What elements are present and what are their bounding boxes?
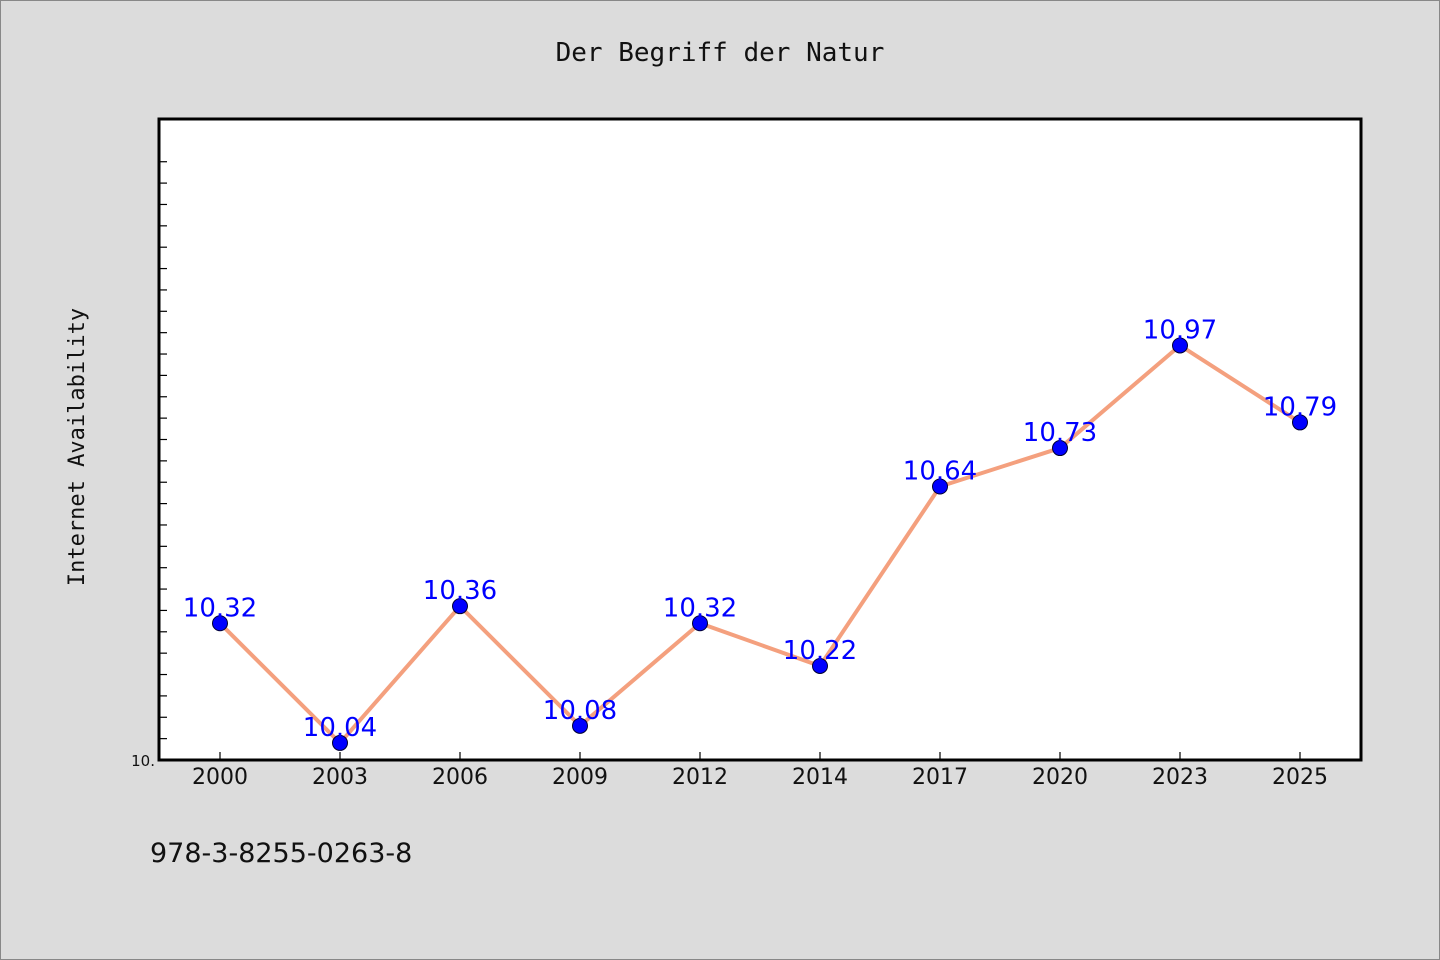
data-point (572, 717, 588, 734)
data-point (1052, 440, 1068, 457)
data-point (932, 478, 948, 495)
x-tick-label: 2000 (192, 765, 248, 790)
data-point (212, 615, 228, 632)
y-axis-tick-labels: 10. (131, 752, 155, 770)
x-tick-label: 2012 (672, 765, 728, 790)
x-tick-label: 2006 (432, 765, 488, 790)
x-tick-label: 2003 (312, 765, 368, 790)
data-point (812, 657, 828, 674)
data-point (1172, 337, 1188, 354)
data-label: 10.04 (303, 713, 377, 743)
data-point (332, 734, 348, 751)
x-tick-label: 2014 (792, 765, 848, 790)
data-label: 10.79 (1263, 392, 1337, 422)
data-label: 10.73 (1023, 418, 1097, 448)
y-axis-ticks (159, 161, 167, 761)
series-data-labels: 10.32 10.04 10.36 10.08 10.32 10.22 10.64 10.73… (183, 315, 1337, 742)
data-label: 10.22 (783, 636, 857, 666)
x-tick-label: 2017 (912, 765, 968, 790)
x-tick-label: 2025 (1272, 765, 1328, 790)
x-axis-ticks (219, 752, 1301, 760)
data-point (1292, 414, 1308, 431)
data-point (452, 598, 468, 615)
x-axis-tick-labels: 2000 2003 2006 2009 2012 2014 2017 2020 2023 2025 (192, 765, 1328, 790)
series-line (218, 343, 1302, 745)
y-tick-label: 10. (131, 752, 155, 770)
x-tick-label: 2020 (1032, 765, 1088, 790)
data-point (692, 615, 708, 632)
chart-title: Der Begriff der Natur (556, 38, 885, 68)
data-label: 10.32 (663, 593, 737, 623)
series-lines (218, 343, 1302, 745)
data-label: 10.64 (903, 457, 977, 487)
footnote-isbn: 978-3-8255-0263-8 (150, 838, 412, 869)
y-axis-label: Internet Availability (65, 308, 90, 586)
data-label: 10.36 (423, 576, 497, 606)
series-markers (212, 337, 1308, 751)
data-label: 10.32 (183, 593, 257, 623)
data-label: 10.08 (543, 696, 617, 726)
plot-area (157, 117, 1363, 762)
x-tick-label: 2009 (552, 765, 608, 790)
x-tick-label: 2023 (1152, 765, 1208, 790)
data-label: 10.97 (1143, 315, 1217, 345)
